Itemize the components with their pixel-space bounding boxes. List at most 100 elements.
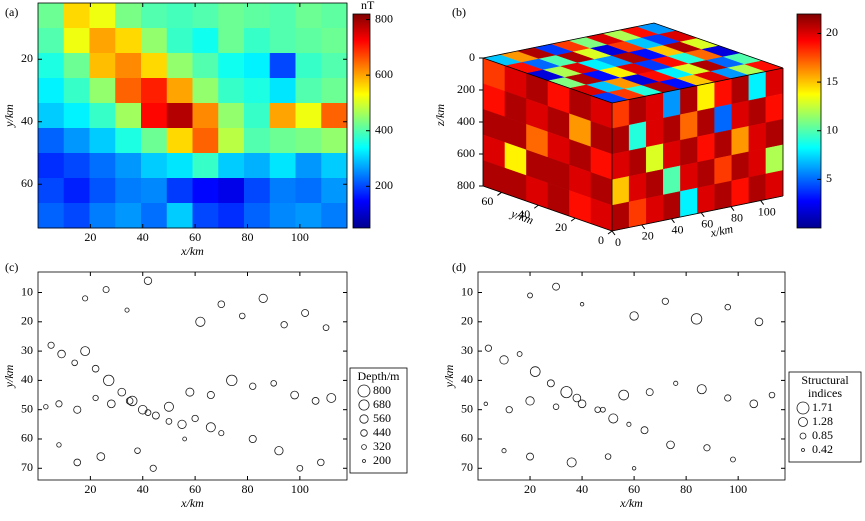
heatmap-cell <box>89 153 116 179</box>
heatmap-cell <box>63 178 90 204</box>
scatter-point <box>560 386 573 399</box>
heatmap-cell <box>192 53 219 79</box>
legend-marker <box>798 417 808 427</box>
scatter-point <box>258 293 268 303</box>
heatmap-cell <box>269 103 296 129</box>
y-tick <box>497 192 502 196</box>
legend-marker <box>801 448 805 452</box>
cube-cell <box>628 146 647 177</box>
scatter-point <box>177 419 187 429</box>
scatter-point <box>102 286 110 294</box>
cube-cell <box>628 172 647 203</box>
cube-cell <box>765 144 784 175</box>
heatmap-cell <box>218 178 245 204</box>
x-tick <box>611 230 616 236</box>
heatmap-cell <box>89 78 116 104</box>
cube-edge <box>611 67 784 104</box>
scatter-point <box>239 312 246 320</box>
heatmap-cell <box>192 153 219 179</box>
cube-edge <box>482 22 655 59</box>
heatmap-cell <box>166 103 193 129</box>
legend-label: 0.42 <box>812 442 833 456</box>
legend-title: Structural <box>801 373 849 387</box>
cube-cell <box>680 85 698 115</box>
heatmap-cell <box>166 78 193 104</box>
scatter-point <box>525 396 535 406</box>
cube-cell <box>611 150 630 181</box>
heatmap-cell <box>166 178 193 204</box>
heatmap-cell <box>295 178 322 204</box>
scatter-point <box>484 344 492 352</box>
cube-cell <box>714 129 732 160</box>
cube-cell <box>611 124 630 155</box>
scatter-point <box>608 413 619 424</box>
y-axis-label: y/km <box>2 104 16 128</box>
cube-cell <box>731 74 749 105</box>
cube-cell <box>628 95 647 126</box>
cube-cell <box>611 201 630 232</box>
z-tick-label: 600 <box>457 146 475 160</box>
x-tick <box>641 224 646 230</box>
heatmap-cell <box>89 3 116 29</box>
heatmap-cell <box>321 103 348 129</box>
scatter-point <box>91 364 100 373</box>
y-tick <box>570 217 576 222</box>
heatmap-cell <box>166 53 193 79</box>
y-tick-label: 60 <box>21 431 33 445</box>
cube-cell <box>663 139 681 170</box>
scatter-point <box>103 374 115 387</box>
heatmap-cell <box>269 153 296 179</box>
colorbar-tick-label: 10 <box>826 122 838 136</box>
heatmap-cell <box>295 103 322 129</box>
legend-label: 800 <box>373 383 391 397</box>
scatter-point <box>604 453 612 460</box>
cube-cell <box>680 187 698 218</box>
axes-frame <box>477 271 786 481</box>
heatmap-cell <box>141 53 168 79</box>
scatter-point <box>552 282 560 291</box>
heatmap-cell <box>38 178 65 204</box>
legend-marker <box>359 414 369 424</box>
cube-cell <box>697 81 715 112</box>
heatmap-cell <box>244 3 271 29</box>
x-tick <box>700 212 705 218</box>
heatmap-cell <box>321 203 348 229</box>
legend-label: 680 <box>373 397 391 411</box>
x-tick-label: 40 <box>137 230 149 244</box>
y-tick <box>533 204 539 209</box>
scatter-point <box>124 307 130 313</box>
heatmap-cell <box>295 53 322 79</box>
cube-cell <box>765 118 784 149</box>
scatter-point <box>322 324 330 331</box>
legend-box <box>349 367 408 474</box>
scatter-point <box>629 311 639 321</box>
heatmap-cell <box>269 178 296 204</box>
panel-label: (d) <box>452 260 466 274</box>
heatmap-cell <box>218 53 245 79</box>
scatter-point <box>134 447 141 454</box>
scatter-point <box>754 317 764 327</box>
x-axis-label: x/km <box>180 496 204 510</box>
scatter-point <box>527 292 533 299</box>
cube-cell <box>663 114 681 144</box>
cube-cell <box>680 136 698 167</box>
scatter-point <box>151 411 160 420</box>
y-tick-label: 0 <box>598 233 604 247</box>
scatter-point <box>696 384 707 395</box>
z-tick-label: 200 <box>457 82 475 96</box>
z-tick-label: 800 <box>457 178 475 192</box>
legend-label: 0.85 <box>812 428 833 442</box>
heatmap-cell <box>115 203 142 229</box>
scatter-point <box>579 302 585 307</box>
scatter-point <box>499 355 509 365</box>
scatter-point <box>218 430 225 437</box>
scatter-point <box>724 303 731 311</box>
scatter-point <box>73 458 82 467</box>
cube-cell <box>628 121 647 151</box>
panel-label: (c) <box>5 260 18 274</box>
y-tick-label: 30 <box>461 343 473 357</box>
scatter-point <box>626 421 632 427</box>
scatter-point <box>572 393 582 403</box>
scatter-point <box>483 401 488 407</box>
cube-cell <box>731 100 749 130</box>
